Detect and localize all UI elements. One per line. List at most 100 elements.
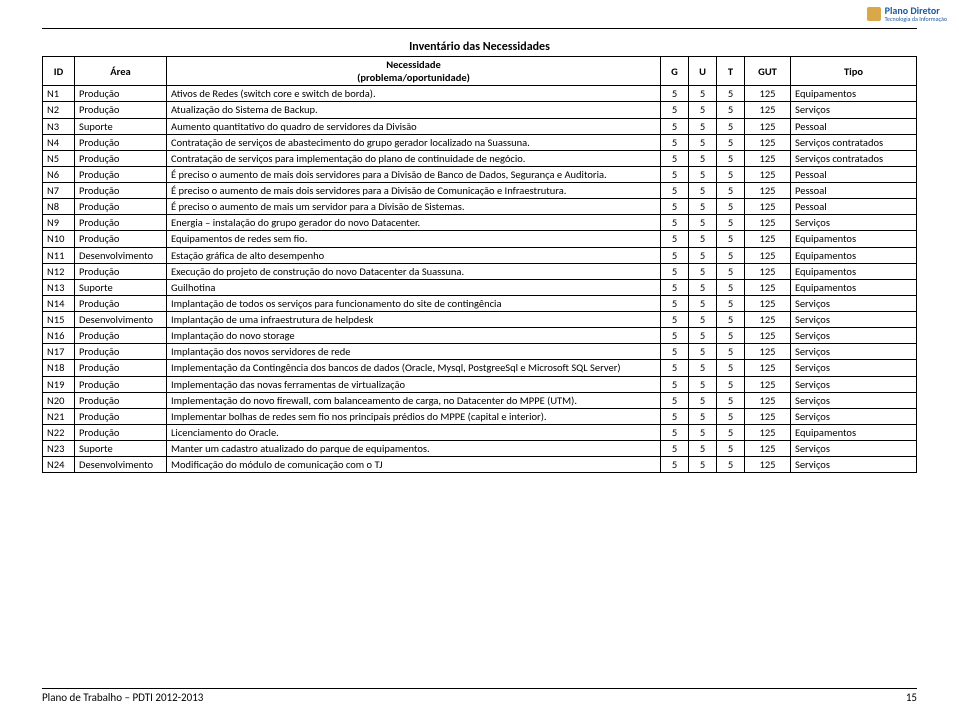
footer-page-number: 15 <box>906 691 917 704</box>
cell-area: Suporte <box>75 279 167 295</box>
cell-g: 5 <box>661 441 689 457</box>
cell-gut: 125 <box>745 360 791 376</box>
cell-id: N24 <box>43 457 75 473</box>
cell-id: N11 <box>43 247 75 263</box>
cell-u: 5 <box>689 344 717 360</box>
table-row: N18ProduçãoImplementação da Contingência… <box>43 360 917 376</box>
cell-g: 5 <box>661 231 689 247</box>
cell-tipo: Serviços <box>791 312 917 328</box>
cell-gut: 125 <box>745 344 791 360</box>
cell-t: 5 <box>717 457 745 473</box>
cell-gut: 125 <box>745 295 791 311</box>
table-row: N5ProduçãoContratação de serviços para i… <box>43 150 917 166</box>
cell-tipo: Serviços <box>791 344 917 360</box>
cell-tipo: Serviços <box>791 295 917 311</box>
cell-area: Produção <box>75 86 167 102</box>
cell-id: N23 <box>43 441 75 457</box>
table-row: N16ProduçãoImplantação do novo storage55… <box>43 328 917 344</box>
cell-need: Manter um cadastro atualizado do parque … <box>167 441 661 457</box>
header-rule <box>42 28 917 29</box>
cell-u: 5 <box>689 166 717 182</box>
table-body: N1ProduçãoAtivos de Redes (switch core e… <box>43 86 917 473</box>
cell-id: N9 <box>43 215 75 231</box>
table-row: N20ProduçãoImplementação do novo firewal… <box>43 392 917 408</box>
table-row: N8ProduçãoÉ preciso o aumento de mais um… <box>43 199 917 215</box>
cell-area: Produção <box>75 344 167 360</box>
cell-id: N2 <box>43 102 75 118</box>
cell-gut: 125 <box>745 247 791 263</box>
cell-need: Implementação das novas ferramentas de v… <box>167 376 661 392</box>
cell-tipo: Equipamentos <box>791 424 917 440</box>
table-header-row: ID Área Necessidade (problema/oportunida… <box>43 57 917 86</box>
cell-t: 5 <box>717 215 745 231</box>
cell-gut: 125 <box>745 86 791 102</box>
th-t: T <box>717 57 745 86</box>
cell-tipo: Pessoal <box>791 118 917 134</box>
cell-area: Produção <box>75 424 167 440</box>
cell-area: Produção <box>75 408 167 424</box>
table-row: N2ProduçãoAtualização do Sistema de Back… <box>43 102 917 118</box>
cell-u: 5 <box>689 312 717 328</box>
th-g: G <box>661 57 689 86</box>
cell-t: 5 <box>717 408 745 424</box>
cell-t: 5 <box>717 134 745 150</box>
cell-g: 5 <box>661 118 689 134</box>
cell-id: N19 <box>43 376 75 392</box>
cell-tipo: Pessoal <box>791 199 917 215</box>
cell-gut: 125 <box>745 118 791 134</box>
cell-tipo: Pessoal <box>791 183 917 199</box>
logo-subtitle: Tecnologia da Informação <box>885 16 947 22</box>
cell-gut: 125 <box>745 408 791 424</box>
cell-id: N10 <box>43 231 75 247</box>
cell-g: 5 <box>661 376 689 392</box>
cell-area: Produção <box>75 150 167 166</box>
table-row: N23SuporteManter um cadastro atualizado … <box>43 441 917 457</box>
cell-u: 5 <box>689 424 717 440</box>
table-row: N11DesenvolvimentoEstação gráfica de alt… <box>43 247 917 263</box>
cell-g: 5 <box>661 328 689 344</box>
cell-g: 5 <box>661 360 689 376</box>
cell-tipo: Serviços <box>791 215 917 231</box>
cell-g: 5 <box>661 134 689 150</box>
cell-g: 5 <box>661 344 689 360</box>
cell-need: Implementação da Contingência dos bancos… <box>167 360 661 376</box>
cell-tipo: Serviços <box>791 360 917 376</box>
cell-u: 5 <box>689 457 717 473</box>
table-row: N9ProduçãoEnergia – instalação do grupo … <box>43 215 917 231</box>
cell-id: N8 <box>43 199 75 215</box>
cell-t: 5 <box>717 247 745 263</box>
table-row: N17ProduçãoImplantação dos novos servido… <box>43 344 917 360</box>
cell-tipo: Equipamentos <box>791 86 917 102</box>
cell-g: 5 <box>661 215 689 231</box>
table-row: N3SuporteAumento quantitativo do quadro … <box>43 118 917 134</box>
cell-t: 5 <box>717 376 745 392</box>
cell-tipo: Serviços <box>791 102 917 118</box>
cell-u: 5 <box>689 247 717 263</box>
cell-t: 5 <box>717 86 745 102</box>
table-row: N24DesenvolvimentoModificação do módulo … <box>43 457 917 473</box>
cell-area: Produção <box>75 263 167 279</box>
footer: Plano de Trabalho – PDTI 2012-2013 15 <box>42 688 917 704</box>
cell-g: 5 <box>661 183 689 199</box>
cell-area: Produção <box>75 166 167 182</box>
cell-gut: 125 <box>745 215 791 231</box>
cell-need: Guilhotina <box>167 279 661 295</box>
cell-g: 5 <box>661 279 689 295</box>
cell-need: Execução do projeto de construção do nov… <box>167 263 661 279</box>
table-row: N6ProduçãoÉ preciso o aumento de mais do… <box>43 166 917 182</box>
cell-gut: 125 <box>745 102 791 118</box>
cell-area: Produção <box>75 102 167 118</box>
cell-need: Implantação do novo storage <box>167 328 661 344</box>
cell-area: Produção <box>75 183 167 199</box>
cell-area: Produção <box>75 134 167 150</box>
table-row: N19ProduçãoImplementação das novas ferra… <box>43 376 917 392</box>
cell-area: Produção <box>75 295 167 311</box>
cell-tipo: Serviços <box>791 328 917 344</box>
cell-id: N14 <box>43 295 75 311</box>
cell-gut: 125 <box>745 376 791 392</box>
cell-need: Implantação de todos os serviços para fu… <box>167 295 661 311</box>
cell-g: 5 <box>661 166 689 182</box>
cell-area: Desenvolvimento <box>75 457 167 473</box>
cell-g: 5 <box>661 424 689 440</box>
cell-gut: 125 <box>745 166 791 182</box>
